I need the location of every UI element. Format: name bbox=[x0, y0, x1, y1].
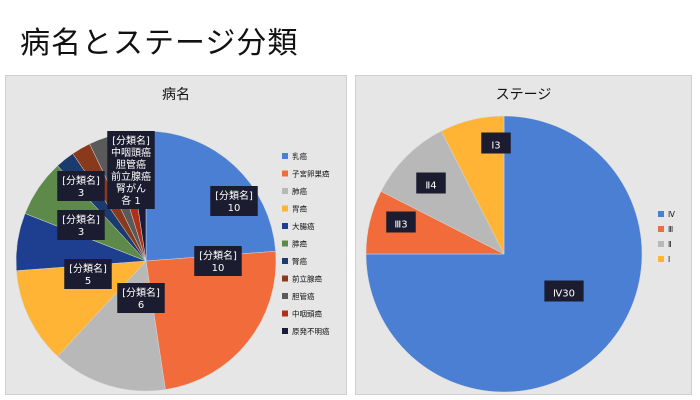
svg-text:[分類名]: [分類名] bbox=[122, 286, 160, 299]
stage-data-label-0: Ⅳ30 bbox=[544, 280, 584, 302]
svg-text:Ⅲ3: Ⅲ3 bbox=[394, 220, 407, 231]
svg-text:3: 3 bbox=[78, 227, 84, 238]
svg-text:肺癌: 肺癌 bbox=[292, 186, 307, 196]
pie-slice-3 bbox=[16, 260, 147, 357]
diagnosis-chart-panel: 病名 [分類名] 10 [分類名] 10 [分類名] 6 [分類名] 5 [分類名] 3 [分類名]… bbox=[5, 75, 347, 395]
stage-legend-item: Ⅳ bbox=[658, 210, 675, 219]
svg-text:胆管癌: 胆管癌 bbox=[116, 158, 146, 171]
data-label-1: [分類名]10 bbox=[194, 246, 242, 276]
svg-text:Ⅱ4: Ⅱ4 bbox=[425, 181, 436, 192]
svg-text:中咽頭癌: 中咽頭癌 bbox=[292, 309, 322, 319]
svg-text:[分類名]: [分類名] bbox=[62, 213, 100, 226]
svg-text:Ⅳ: Ⅳ bbox=[668, 210, 675, 219]
diagnosis-legend-item: 子宮卵巣癌 bbox=[282, 169, 330, 179]
stage-data-label-1: Ⅲ3 bbox=[386, 211, 416, 233]
diagnosis-legend-item: 肺癌 bbox=[282, 186, 307, 196]
data-label-5: [分類名]3 bbox=[57, 171, 105, 201]
svg-text:[分類名]: [分類名] bbox=[62, 174, 100, 187]
svg-text:前立腺癌: 前立腺癌 bbox=[111, 170, 151, 183]
stage-data-label-2: Ⅱ4 bbox=[416, 172, 446, 194]
svg-text:大腸癌: 大腸癌 bbox=[292, 221, 315, 231]
stage-pie-chart: Ⅳ30 Ⅲ3 Ⅱ4 Ⅰ3 Ⅳ Ⅲ Ⅱ Ⅰ bbox=[365, 115, 675, 393]
svg-text:腎がん: 腎がん bbox=[116, 182, 146, 195]
stage-legend-item: Ⅲ bbox=[658, 225, 673, 234]
diagnosis-legend-item: 胃癌 bbox=[282, 204, 307, 214]
svg-text:10: 10 bbox=[228, 203, 241, 214]
pie-slice-0 bbox=[365, 115, 643, 393]
stage-chart-panel: ステージ Ⅳ30 Ⅲ3 Ⅱ4 Ⅰ3 Ⅳ Ⅲ Ⅱ Ⅰ bbox=[355, 75, 692, 395]
svg-text:各 1: 各 1 bbox=[121, 194, 141, 207]
svg-text:前立腺癌: 前立腺癌 bbox=[292, 274, 322, 284]
svg-text:胃癌: 胃癌 bbox=[292, 204, 307, 214]
page-title: 病名とステージ分類 bbox=[20, 26, 299, 61]
svg-text:子宮卵巣癌: 子宮卵巣癌 bbox=[292, 169, 330, 179]
pie-slice-1 bbox=[145, 251, 277, 390]
diagnosis-legend-item: 膵癌 bbox=[282, 239, 307, 249]
svg-text:胆管癌: 胆管癌 bbox=[292, 291, 315, 301]
svg-text:10: 10 bbox=[212, 263, 225, 274]
svg-text:原発不明癌: 原発不明癌 bbox=[292, 326, 330, 336]
diagnosis-legend-item: 腎癌 bbox=[282, 256, 307, 266]
data-label-2: [分類名]6 bbox=[117, 283, 165, 313]
stage-legend-item: Ⅰ bbox=[658, 255, 670, 264]
svg-text:腎癌: 腎癌 bbox=[292, 256, 307, 266]
svg-text:Ⅰ: Ⅰ bbox=[668, 255, 670, 264]
svg-text:Ⅱ: Ⅱ bbox=[668, 240, 672, 249]
svg-text:5: 5 bbox=[85, 276, 91, 287]
svg-text:[分類名]: [分類名] bbox=[112, 134, 150, 147]
diagnosis-legend-item: 前立腺癌 bbox=[282, 274, 322, 284]
data-label-0: [分類名]10 bbox=[210, 186, 258, 216]
svg-text:Ⅳ30: Ⅳ30 bbox=[553, 289, 575, 300]
data-label-4: [分類名]3 bbox=[57, 210, 105, 240]
svg-text:[分類名]: [分類名] bbox=[199, 249, 237, 262]
diagnosis-legend-item: 胆管癌 bbox=[282, 291, 315, 301]
svg-text:中咽頭癌: 中咽頭癌 bbox=[111, 146, 151, 159]
diagnosis-pie-chart: [分類名]10[分類名]10[分類名]6[分類名]5[分類名]3[分類名]3[分… bbox=[15, 130, 330, 392]
diagnosis-legend-item: 中咽頭癌 bbox=[282, 309, 322, 319]
svg-text:3: 3 bbox=[78, 188, 84, 199]
svg-text:Ⅲ: Ⅲ bbox=[668, 225, 673, 234]
svg-text:Ⅰ3: Ⅰ3 bbox=[491, 141, 500, 152]
diagnosis-legend-item: 原発不明癌 bbox=[282, 326, 330, 336]
svg-text:[分類名]: [分類名] bbox=[215, 189, 253, 202]
svg-text:乳癌: 乳癌 bbox=[292, 151, 307, 161]
stage-chart-title: ステージ bbox=[495, 87, 552, 103]
svg-text:膵癌: 膵癌 bbox=[292, 239, 307, 249]
stage-data-label-3: Ⅰ3 bbox=[481, 132, 511, 154]
diagnosis-legend-item: 乳癌 bbox=[282, 151, 307, 161]
data-label-3: [分類名]5 bbox=[64, 259, 112, 289]
diagnosis-chart-title: 病名 bbox=[162, 87, 190, 103]
diagnosis-legend-item: 大腸癌 bbox=[282, 221, 315, 231]
svg-text:6: 6 bbox=[138, 300, 144, 311]
stage-legend-item: Ⅱ bbox=[658, 240, 672, 249]
svg-text:[分類名]: [分類名] bbox=[69, 262, 107, 275]
